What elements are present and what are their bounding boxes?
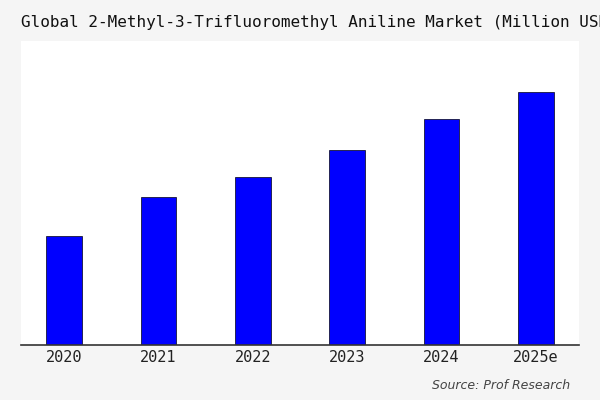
Bar [518, 92, 554, 345]
Text: Global 2-Methyl-3-Trifluoromethyl Aniline Market (Million USD): Global 2-Methyl-3-Trifluoromethyl Anilin… [21, 15, 600, 30]
Bar [329, 150, 365, 345]
Bar [140, 197, 176, 345]
Text: Source: Prof Research: Source: Prof Research [432, 379, 570, 392]
Bar [46, 236, 82, 345]
Bar [424, 119, 460, 345]
Bar [235, 178, 271, 345]
